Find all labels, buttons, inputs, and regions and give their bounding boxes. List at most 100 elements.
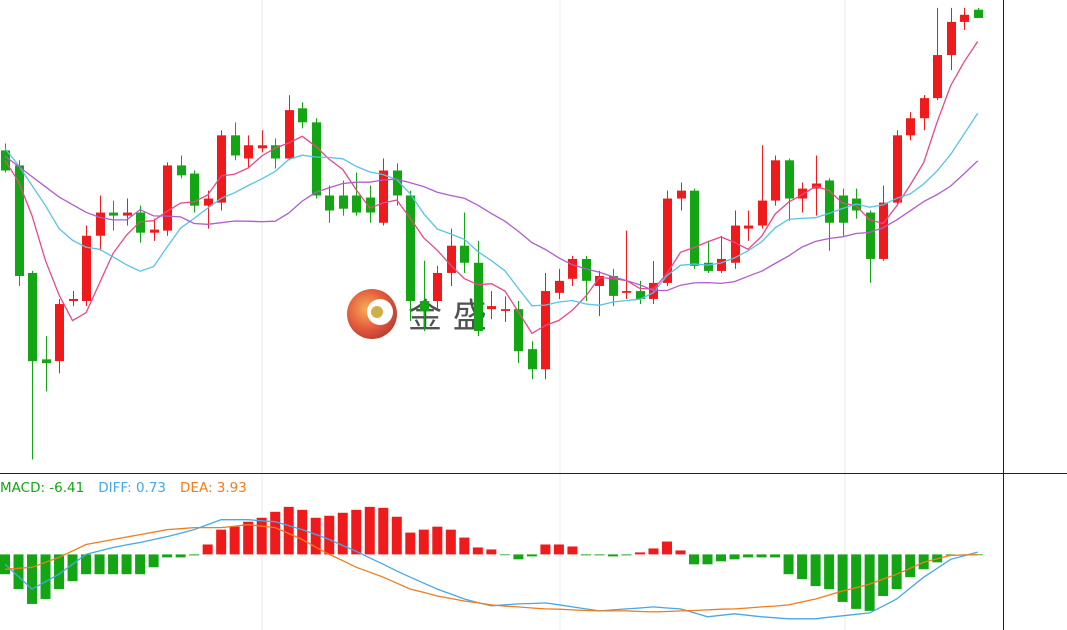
candle-body [555, 280, 564, 293]
candle-body [920, 98, 929, 119]
candle-body [379, 170, 388, 223]
candle-body [204, 198, 213, 206]
macd-bar [513, 554, 524, 560]
macd-bar [810, 554, 821, 587]
candle-body [690, 190, 699, 266]
macd-bar [743, 554, 754, 558]
macd-bar [364, 506, 375, 555]
macd-bar [162, 554, 173, 558]
candle-body [96, 212, 105, 236]
marks-layer [0, 7, 983, 620]
macd-bar [661, 541, 672, 555]
candle-body [622, 291, 631, 293]
macd-bar [216, 529, 227, 555]
macd-bar [864, 554, 875, 611]
candle-body [487, 306, 496, 310]
candle-body [866, 212, 875, 259]
macd-bar [648, 548, 659, 555]
candle-body [123, 212, 132, 216]
candle-body [190, 173, 199, 206]
legend-entry: DIFF: 0.73 [98, 480, 166, 496]
macd-bar [526, 554, 537, 557]
macd-bar [256, 517, 267, 555]
macd-bar [243, 521, 254, 555]
candle-body [393, 170, 402, 196]
macd-bar [324, 515, 335, 555]
candle-body [177, 165, 186, 176]
macd-bar [391, 516, 402, 555]
macd-bar [40, 554, 51, 599]
macd-bar [94, 554, 105, 575]
candle-body [460, 245, 469, 263]
candle-body [258, 145, 267, 149]
macd-bar [878, 554, 889, 597]
macd-bar [553, 544, 564, 555]
macd-bar [729, 554, 740, 560]
macd-bar [770, 554, 781, 558]
line-series [4, 519, 978, 620]
macd-bar [351, 509, 362, 555]
candle-body [933, 55, 942, 99]
macd-bar [851, 554, 862, 609]
macd-bar [675, 550, 686, 555]
macd-bar [297, 509, 308, 555]
macd-bar [716, 554, 727, 562]
macd-bar [108, 554, 119, 575]
candle-body [69, 298, 78, 301]
macd-bar [837, 554, 848, 602]
macd-bar [607, 554, 618, 557]
macd-bar [405, 532, 416, 555]
macd-bar [337, 512, 348, 555]
macd-bar [621, 554, 632, 556]
candle-body [771, 160, 780, 201]
candle-body [231, 135, 240, 156]
candle-body [785, 160, 794, 199]
candle-body [433, 272, 442, 301]
macd-bar [472, 547, 483, 555]
macd-bar [283, 506, 294, 555]
candle-body [528, 349, 537, 370]
candle-body [501, 309, 510, 311]
watermark-logo-dot [371, 306, 383, 318]
candle-body [447, 245, 456, 273]
watermark: 金 盛 [347, 289, 487, 339]
candle-body [582, 258, 591, 281]
candle-body [717, 258, 726, 271]
candle-body [298, 108, 307, 123]
macd-bar [202, 544, 213, 555]
macd-bar [499, 554, 510, 556]
macd-bar [229, 526, 240, 555]
candle-body [825, 180, 834, 223]
macd-bar [67, 554, 78, 582]
candle-body [595, 276, 604, 286]
candle-body [82, 235, 91, 301]
candle-body [677, 190, 686, 199]
macd-bar [972, 554, 983, 556]
candle-body [55, 304, 64, 362]
macd-bar [27, 554, 38, 604]
candle-body [798, 188, 807, 199]
line-series [4, 112, 979, 307]
macd-bar [634, 552, 645, 555]
macd-bar [594, 554, 605, 556]
candle-body [514, 309, 523, 352]
candle-body [163, 165, 172, 231]
macd-bar [432, 526, 443, 555]
macd-bar [54, 554, 65, 590]
macd-bar [486, 549, 497, 555]
macd-bar [567, 546, 578, 555]
macd-bar [824, 554, 835, 590]
candle-body [474, 262, 483, 332]
macd-bar [445, 529, 456, 555]
macd-bar [189, 554, 200, 556]
candle-body [663, 198, 672, 283]
macd-bar [905, 554, 916, 578]
macd-bar [783, 554, 794, 575]
candle-body [731, 225, 740, 263]
macd-bar [310, 517, 321, 555]
candle-body [744, 225, 753, 229]
